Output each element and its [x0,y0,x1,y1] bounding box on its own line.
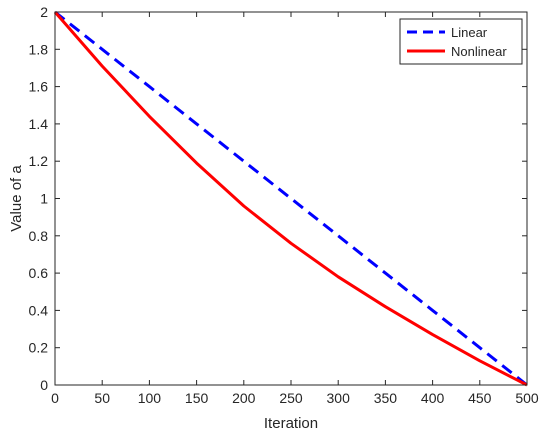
x-tick-label: 150 [185,390,209,406]
y-tick-label: 1.2 [29,153,49,169]
y-tick-label: 2 [40,4,48,20]
legend-label-nonlinear: Nonlinear [451,44,507,59]
y-tick-label: 0.4 [29,302,49,318]
series-line-linear [54,10,528,387]
y-tick-label: 0.8 [29,228,49,244]
x-tick-label: 250 [279,390,303,406]
x-tick-label: 200 [232,390,256,406]
y-tick-label: 1.8 [29,41,49,57]
y-tick-label: 1.4 [29,116,49,132]
x-tick-label: 0 [51,390,59,406]
legend-label-linear: Linear [451,25,488,40]
legend: Linear Nonlinear [399,18,523,65]
x-tick-label: 400 [421,390,445,406]
x-tick-label: 350 [374,390,398,406]
x-tick-label: 300 [327,390,351,406]
y-tick-label: 1.6 [29,79,49,95]
series-line-nonlinear [53,11,528,387]
y-tick-label: 0 [40,377,48,393]
plot-frame [54,11,528,386]
legend-box [399,18,523,65]
x-tick-label: 100 [138,390,162,406]
x-tick-label: 50 [94,390,110,406]
y-tick-label: 1 [40,191,48,207]
y-axis-label: Value of a [8,165,25,232]
y-tick-label: 0.6 [29,265,49,281]
x-axis-label: Iteration [264,415,318,432]
x-tick-label: 500 [515,390,539,406]
x-tick-label: 450 [468,390,492,406]
y-tick-label: 0.2 [29,340,49,356]
